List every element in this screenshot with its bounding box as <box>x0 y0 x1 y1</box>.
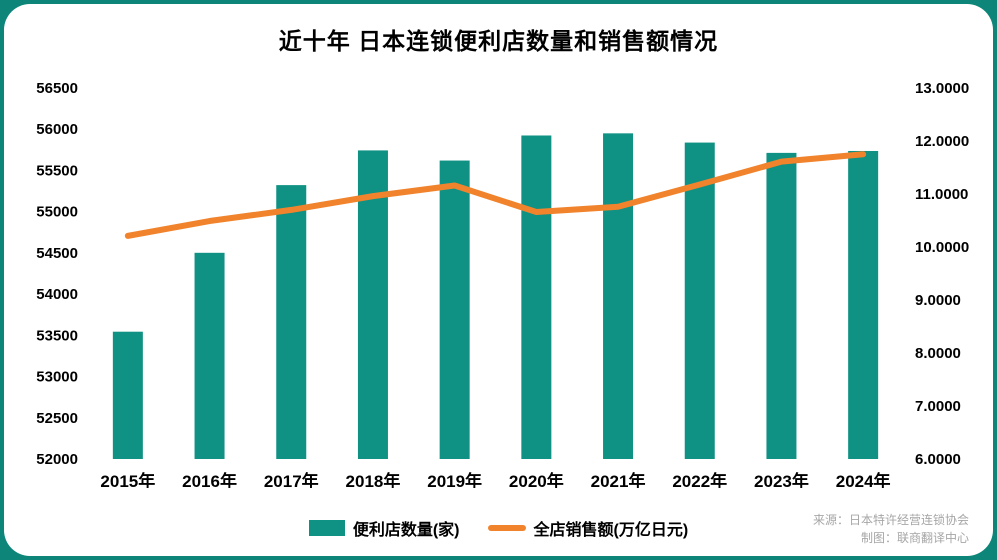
store-count-bar <box>276 185 307 459</box>
left-axis-tick: 52000 <box>36 451 78 468</box>
left-axis-tick: 54000 <box>36 286 78 303</box>
x-axis-label: 2024年 <box>836 471 891 488</box>
right-axis-tick: 8.0000 <box>915 345 961 362</box>
left-axis-tick: 52500 <box>36 410 78 427</box>
legend-label-stores: 便利店数量(家) <box>352 522 460 539</box>
right-axis-tick: 10.0000 <box>915 239 969 256</box>
x-axis-label: 2021年 <box>591 471 646 488</box>
source-line-2: 制图：联商翻译中心 <box>860 531 969 546</box>
legend-label-sales: 全店销售额(万亿日元) <box>533 522 689 539</box>
left-axis-tick: 56500 <box>36 80 78 97</box>
right-axis-tick: 12.0000 <box>915 133 969 150</box>
store-count-bar <box>194 252 225 459</box>
left-axis-tick: 53500 <box>36 327 78 344</box>
chart-source: 来源：日本特许经营连锁协会 制图：联商翻译中心 <box>813 511 969 548</box>
store-count-bar <box>684 142 715 459</box>
left-axis-tick: 56000 <box>36 121 78 138</box>
chart-card: 近十年 日本连锁便利店数量和销售额情况 52000 52500 53000 53500… <box>4 4 993 556</box>
x-axis-label: 2023年 <box>754 471 809 488</box>
x-axis-label: 2018年 <box>346 471 401 488</box>
right-axis-tick: 6.0000 <box>915 451 961 468</box>
store-count-bar <box>521 135 552 459</box>
sales-line <box>124 151 867 239</box>
legend-item-stores: 便利店数量(家) <box>308 516 460 540</box>
bar-legend-swatch <box>308 520 345 536</box>
store-count-bar <box>439 160 470 459</box>
x-axis-label: 2019年 <box>427 471 482 488</box>
combo-chart: 52000 52500 53000 53500 54000 54500 55000 55500… <box>36 80 969 488</box>
store-count-bar <box>112 331 143 459</box>
store-count-bar <box>766 152 797 459</box>
left-axis-tick: 55500 <box>36 162 78 179</box>
x-axis-label: 2020年 <box>509 471 564 488</box>
x-axis-label: 2015年 <box>100 471 155 488</box>
left-axis-tick: 55000 <box>36 204 78 221</box>
left-axis-tick: 53000 <box>36 369 78 386</box>
x-axis-label: 2016年 <box>182 471 237 488</box>
source-line-1: 来源：日本特许经营连锁协会 <box>812 512 969 527</box>
right-axis-tick: 7.0000 <box>915 398 961 415</box>
right-axis-tick: 11.0000 <box>915 186 968 203</box>
right-axis-tick: 13.0000 <box>915 80 969 97</box>
legend-item-sales: 全店销售额(万亿日元) <box>487 516 689 540</box>
store-count-bar <box>848 150 879 459</box>
x-axis-label: 2017年 <box>264 471 319 488</box>
store-count-bar <box>603 133 634 459</box>
left-axis-tick: 54500 <box>36 245 78 262</box>
chart-title: 近十年 日本连锁便利店数量和销售额情况 <box>278 28 719 54</box>
store-count-bar <box>357 150 388 459</box>
right-axis-tick: 9.0000 <box>915 292 961 309</box>
legend: 便利店数量(家) 全店销售额(万亿日元) <box>4 516 993 540</box>
line-legend-swatch <box>487 525 526 531</box>
x-axis-label: 2022年 <box>672 471 727 488</box>
